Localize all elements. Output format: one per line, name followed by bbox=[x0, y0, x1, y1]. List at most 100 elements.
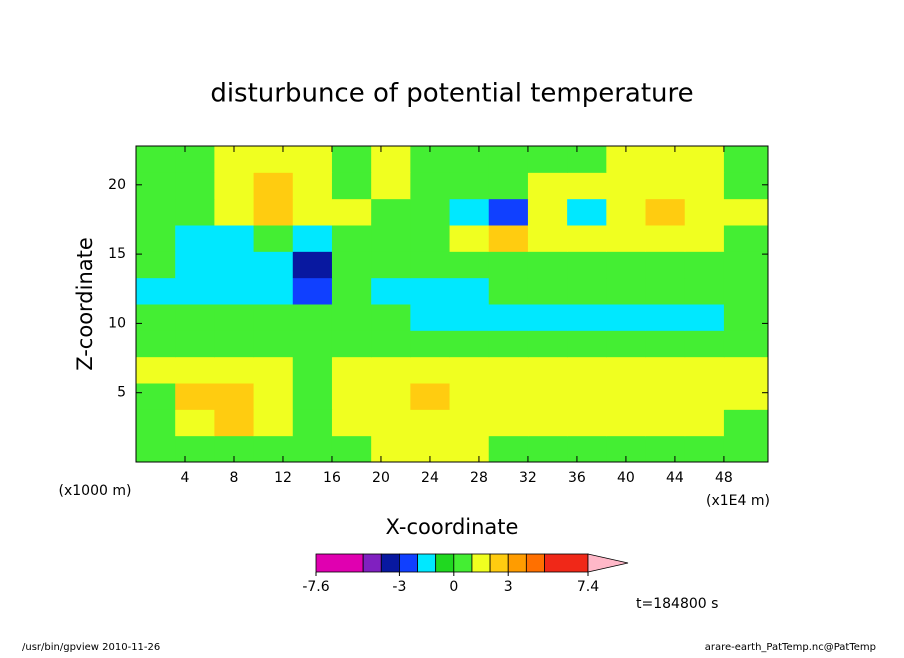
contour-cell bbox=[684, 356, 725, 384]
contour-cell bbox=[253, 251, 294, 279]
x-tick-label: 44 bbox=[666, 470, 684, 486]
colorbar-segment bbox=[507, 553, 527, 573]
contour-cell bbox=[645, 409, 686, 437]
contour-cell bbox=[253, 409, 294, 437]
contour-cell bbox=[331, 277, 372, 305]
y-tick-label: 5 bbox=[117, 385, 126, 401]
contour-cell bbox=[410, 356, 451, 384]
contour-cell bbox=[371, 330, 411, 358]
contour-cell bbox=[723, 225, 769, 252]
contour-cell bbox=[371, 251, 411, 279]
contour-cell bbox=[175, 356, 215, 384]
y-unit: (x1000 m) bbox=[59, 483, 132, 499]
contour-cell bbox=[645, 146, 686, 173]
contour-cell bbox=[175, 251, 215, 279]
contour-cell bbox=[253, 172, 294, 200]
x-tick-label: 40 bbox=[617, 470, 635, 486]
contour-cell bbox=[645, 435, 686, 463]
contour-cell bbox=[449, 225, 490, 252]
contour-cell bbox=[684, 198, 725, 226]
contour-cell bbox=[292, 251, 333, 279]
contour-cell bbox=[645, 330, 686, 358]
contour-cell bbox=[606, 277, 647, 305]
contour-cell bbox=[567, 383, 607, 410]
contour-cell bbox=[136, 146, 176, 173]
colorbar-segment bbox=[380, 553, 400, 573]
contour-cell bbox=[527, 356, 568, 384]
contour-cell bbox=[292, 146, 333, 173]
contour-cell bbox=[606, 225, 647, 252]
contour-cell bbox=[214, 277, 255, 305]
contour-cell bbox=[292, 225, 333, 252]
contour-cell bbox=[449, 251, 490, 279]
contour-cell bbox=[253, 383, 294, 410]
contour-cell bbox=[645, 172, 686, 200]
contour-cell bbox=[567, 277, 607, 305]
contour-cell bbox=[371, 356, 411, 384]
contour-cell bbox=[331, 172, 372, 200]
contour-cell bbox=[331, 198, 372, 226]
contour-cell bbox=[527, 251, 568, 279]
contour-cell bbox=[136, 277, 176, 305]
colorbar-segment bbox=[417, 553, 437, 573]
colorbar-segment bbox=[489, 553, 509, 573]
contour-cell bbox=[723, 146, 769, 173]
contour-cell bbox=[136, 198, 176, 226]
colorbar-segment bbox=[399, 553, 418, 573]
contour-cell bbox=[175, 330, 215, 358]
contour-cell bbox=[214, 330, 255, 358]
contour-cell bbox=[488, 251, 529, 279]
contour-cell bbox=[684, 435, 725, 463]
contour-cell bbox=[606, 383, 647, 410]
contour-cell bbox=[645, 304, 686, 331]
colorbar-segment bbox=[435, 553, 455, 573]
contour-cell bbox=[606, 198, 647, 226]
contour-cell bbox=[684, 146, 725, 173]
contour-cell bbox=[331, 304, 372, 331]
y-tick-label: 10 bbox=[108, 315, 126, 331]
contour-cell bbox=[684, 330, 725, 358]
contour-cell bbox=[371, 409, 411, 437]
contour-cell bbox=[567, 435, 607, 463]
contour-cell bbox=[175, 435, 215, 463]
contour-cell bbox=[488, 198, 529, 226]
contour-cell bbox=[723, 330, 769, 358]
contour-cell bbox=[136, 225, 176, 252]
contour-cell bbox=[684, 383, 725, 410]
x-tick-label: 48 bbox=[715, 470, 733, 486]
colorbar-segment bbox=[525, 553, 545, 573]
contour-cell bbox=[645, 383, 686, 410]
contour-cell bbox=[488, 172, 529, 200]
x-tick-label: 36 bbox=[568, 470, 586, 486]
contour-cell bbox=[723, 304, 769, 331]
contour-cell bbox=[136, 383, 176, 410]
contour-cell bbox=[214, 172, 255, 200]
contour-cell bbox=[488, 356, 529, 384]
contour-cell bbox=[684, 251, 725, 279]
colorbar-tick-label: -3 bbox=[392, 579, 406, 595]
contour-cell bbox=[214, 409, 255, 437]
contour-cell bbox=[567, 251, 607, 279]
colorbar-tick-label: 3 bbox=[504, 579, 513, 595]
y-tick-label: 15 bbox=[108, 246, 126, 262]
contour-cell bbox=[723, 409, 769, 437]
contour-cell bbox=[488, 304, 529, 331]
contour-cell bbox=[527, 146, 568, 173]
contour-cell bbox=[527, 198, 568, 226]
x-unit: (x1E4 m) bbox=[706, 493, 770, 509]
contour-cell bbox=[723, 356, 769, 384]
contour-cell bbox=[684, 225, 725, 252]
contour-cell bbox=[253, 356, 294, 384]
colorbar-tick-label: -7.6 bbox=[302, 579, 329, 595]
contour-cell bbox=[136, 172, 176, 200]
contour-cell bbox=[331, 251, 372, 279]
x-tick-label: 20 bbox=[372, 470, 390, 486]
contour-cell bbox=[331, 435, 372, 463]
contour-cell bbox=[371, 383, 411, 410]
contour-cell bbox=[488, 146, 529, 173]
colorbar-extension bbox=[587, 553, 629, 573]
contour-cell bbox=[645, 198, 686, 226]
contour-cell bbox=[567, 198, 607, 226]
contour-cell bbox=[292, 277, 333, 305]
